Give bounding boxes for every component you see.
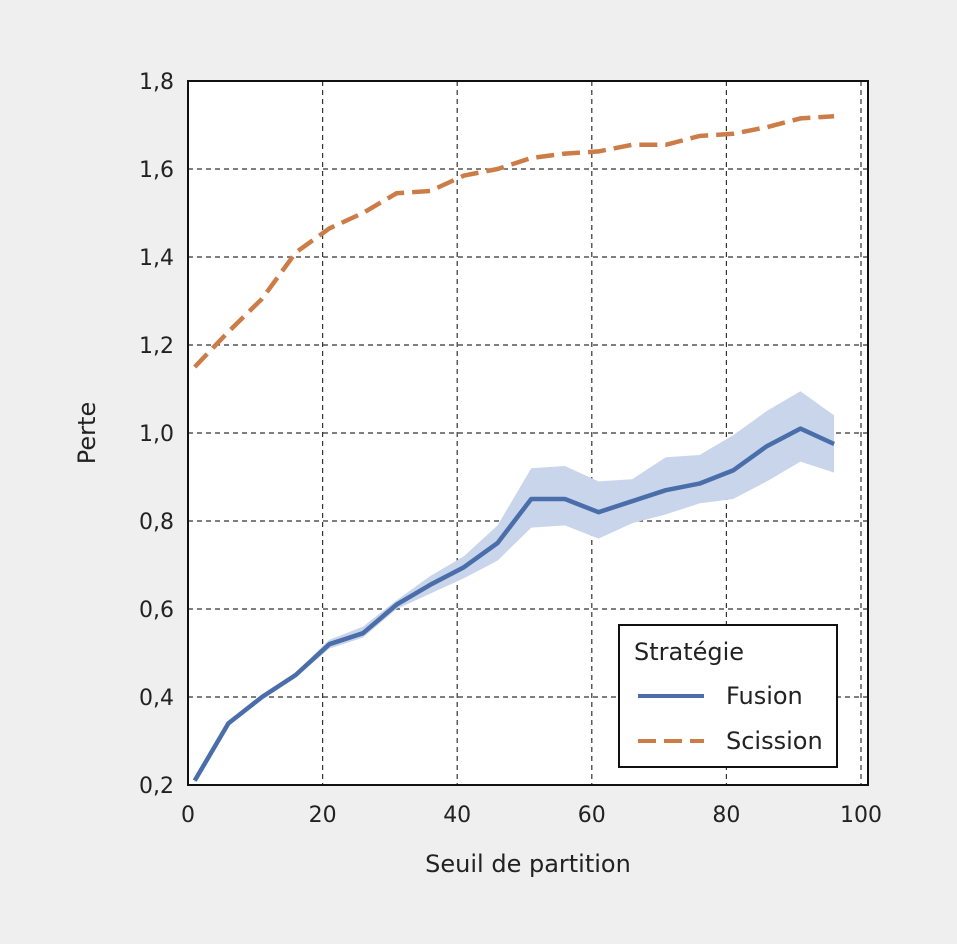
y-axis-title: Perte xyxy=(73,402,101,464)
y-tick-labels: 0,2 0,4 0,6 0,8 1,0 1,2 1,4 1,6 1,8 xyxy=(139,70,174,799)
y-tick-label-1: 0,4 xyxy=(139,686,174,711)
y-tick-label-2: 0,6 xyxy=(139,598,174,623)
y-tick-label-6: 1,4 xyxy=(139,246,174,271)
series-lines xyxy=(192,113,836,782)
y-tick-label-8: 1,8 xyxy=(139,70,174,95)
legend-title: Stratégie xyxy=(634,638,744,666)
x-axis-title: Seuil de partition xyxy=(425,850,631,878)
legend-label-fusion: Fusion xyxy=(726,682,803,710)
x-tick-label-3: 60 xyxy=(578,803,606,828)
plot-frame xyxy=(187,80,869,786)
legend: Stratégie Fusion Scission xyxy=(618,624,838,768)
x-tick-labels: 0 20 40 60 80 100 xyxy=(181,803,882,828)
y-tick-label-4: 1,0 xyxy=(139,422,174,447)
y-tick-label-0: 0,2 xyxy=(139,774,174,799)
x-tick-label-1: 20 xyxy=(309,803,337,828)
y-tick-label-3: 0,8 xyxy=(139,510,174,535)
y-tick-label-5: 1,2 xyxy=(139,334,174,359)
x-tick-label-2: 40 xyxy=(443,803,471,828)
series-line-fusion xyxy=(192,426,836,782)
y-tick-label-7: 1,6 xyxy=(139,158,174,183)
grid-lines xyxy=(188,81,868,785)
legend-label-scission: Scission xyxy=(726,727,823,755)
x-tick-label-0: 0 xyxy=(181,803,195,828)
x-tick-label-4: 80 xyxy=(712,803,740,828)
x-tick-label-5: 100 xyxy=(840,803,882,828)
series-line-scission xyxy=(193,113,835,369)
